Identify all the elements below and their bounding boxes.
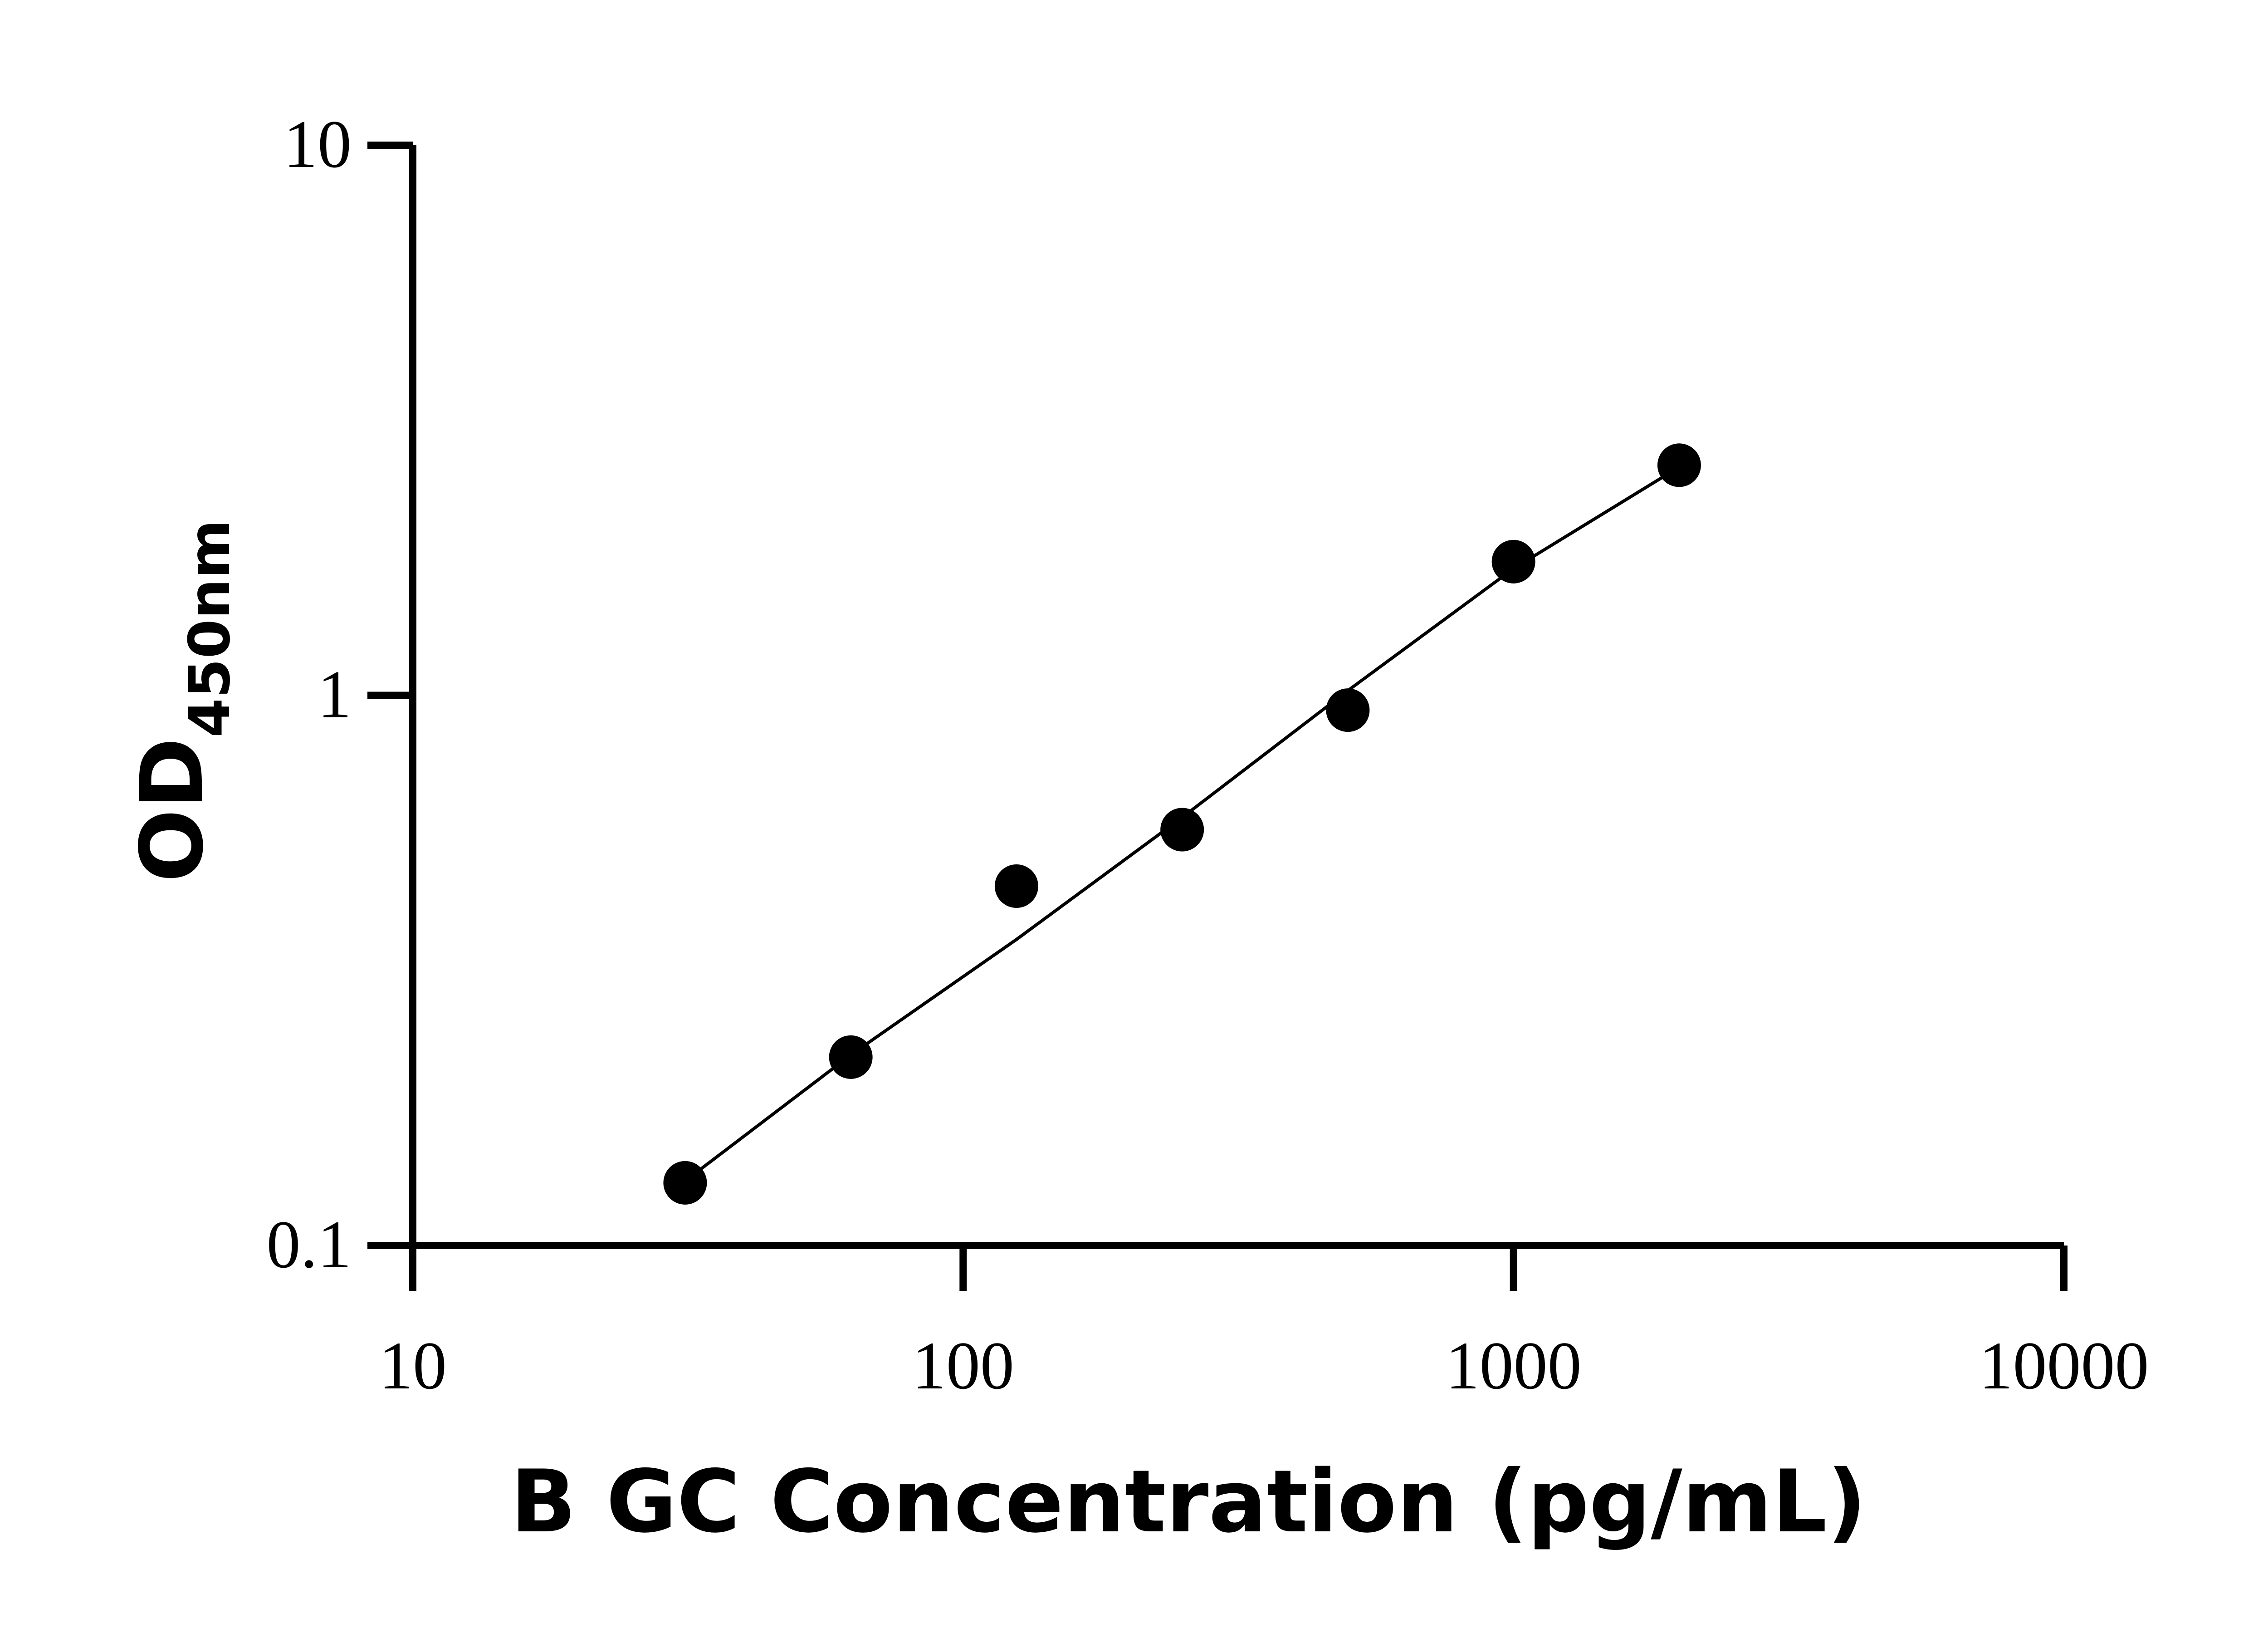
x-tick-label: 10000 [1979, 1328, 2149, 1403]
y-tick-label: 10 [284, 107, 352, 182]
tick-labels: 0.1 1 10 10 100 1000 10000 [267, 107, 2149, 1403]
x-tick-label: 1000 [1446, 1328, 1582, 1403]
axes [367, 142, 2068, 1291]
data-point [1491, 539, 1535, 584]
data-point [994, 864, 1038, 908]
y-tick-label: 0.1 [267, 1207, 352, 1282]
y-axis-title-main: OD [122, 737, 222, 882]
data-point [1160, 808, 1204, 852]
data-point [663, 1161, 707, 1205]
data-point [1657, 443, 1701, 487]
x-axis-title: B GC Concentration (pg/mL) [510, 1451, 1866, 1552]
x-tick-label: 10 [379, 1328, 447, 1403]
data-point [1326, 688, 1370, 732]
x-tick-label: 100 [912, 1328, 1014, 1403]
y-tick-label: 1 [318, 657, 352, 732]
data-point [829, 1035, 873, 1079]
data-points [663, 443, 1701, 1205]
y-axis-title-subscript: 450nm [177, 520, 243, 737]
y-axis-title: OD450nm [122, 520, 243, 882]
